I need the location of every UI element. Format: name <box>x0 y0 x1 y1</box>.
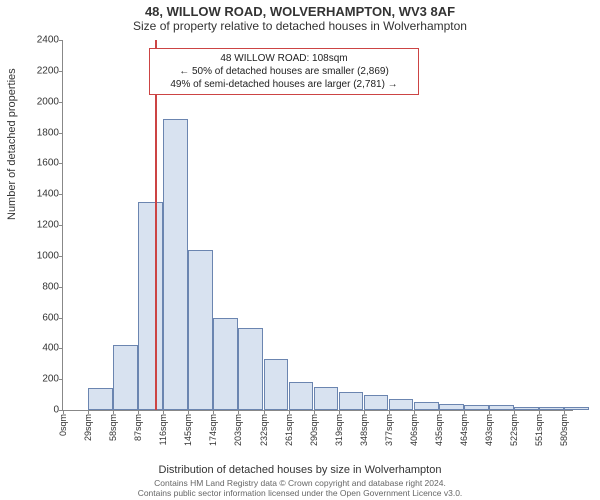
x-tick-label: 493sqm <box>484 414 494 446</box>
property-marker-line <box>155 40 157 410</box>
x-tick-label: 348sqm <box>359 414 369 446</box>
x-tick-mark <box>138 410 139 414</box>
y-tick-mark <box>59 163 63 164</box>
x-tick-mark <box>539 410 540 414</box>
x-tick-mark <box>289 410 290 414</box>
histogram-bar <box>414 402 439 410</box>
x-tick-label: 87sqm <box>133 414 143 441</box>
title-sub: Size of property relative to detached ho… <box>0 19 600 35</box>
x-tick-mark <box>464 410 465 414</box>
x-tick-label: 406sqm <box>409 414 419 446</box>
histogram-bar <box>489 405 514 410</box>
copyright-text: Contains HM Land Registry data © Crown c… <box>0 478 600 498</box>
y-tick-mark <box>59 379 63 380</box>
copyright-line-2: Contains public sector information licen… <box>0 488 600 498</box>
x-tick-label: 29sqm <box>83 414 93 441</box>
histogram-bar <box>163 119 188 410</box>
y-tick-mark <box>59 194 63 195</box>
y-tick-mark <box>59 318 63 319</box>
x-tick-mark <box>514 410 515 414</box>
title-main: 48, WILLOW ROAD, WOLVERHAMPTON, WV3 8AF <box>0 0 600 19</box>
histogram-bar <box>138 202 163 410</box>
x-axis-label: Distribution of detached houses by size … <box>0 464 600 476</box>
x-tick-mark <box>414 410 415 414</box>
x-tick-label: 290sqm <box>309 414 319 446</box>
histogram-bar <box>464 405 489 410</box>
x-tick-label: 0sqm <box>58 414 68 436</box>
y-tick-mark <box>59 102 63 103</box>
x-tick-label: 522sqm <box>509 414 519 446</box>
info-line: ← 50% of detached houses are smaller (2,… <box>156 65 412 78</box>
x-tick-label: 174sqm <box>208 414 218 446</box>
histogram-bar <box>339 392 364 411</box>
x-tick-mark <box>213 410 214 414</box>
histogram-bar <box>238 328 263 410</box>
info-line: 48 WILLOW ROAD: 108sqm <box>156 52 412 65</box>
x-tick-mark <box>314 410 315 414</box>
y-tick-mark <box>59 40 63 41</box>
y-axis-label: Number of detached properties <box>6 68 18 220</box>
histogram-bar <box>364 395 389 410</box>
histogram-bar <box>88 388 113 410</box>
x-tick-mark <box>163 410 164 414</box>
histogram-bar <box>514 407 539 410</box>
histogram-bar <box>314 387 339 410</box>
x-tick-label: 377sqm <box>384 414 394 446</box>
y-tick-mark <box>59 287 63 288</box>
x-tick-mark <box>264 410 265 414</box>
info-line: 49% of semi-detached houses are larger (… <box>156 78 412 91</box>
x-tick-label: 232sqm <box>259 414 269 446</box>
histogram-bar <box>439 404 464 410</box>
x-tick-label: 203sqm <box>233 414 243 446</box>
x-tick-mark <box>88 410 89 414</box>
histogram-bar <box>264 359 289 410</box>
x-tick-mark <box>439 410 440 414</box>
histogram-bar <box>213 318 238 411</box>
x-tick-mark <box>564 410 565 414</box>
x-tick-label: 551sqm <box>534 414 544 446</box>
plot-area: 0200400600800100012001400160018002000220… <box>62 40 573 411</box>
histogram-bar <box>389 399 414 410</box>
x-tick-label: 464sqm <box>459 414 469 446</box>
x-tick-mark <box>389 410 390 414</box>
histogram-bar <box>539 407 564 410</box>
x-tick-mark <box>188 410 189 414</box>
y-tick-mark <box>59 256 63 257</box>
x-tick-label: 145sqm <box>183 414 193 446</box>
x-tick-mark <box>63 410 64 414</box>
x-tick-mark <box>113 410 114 414</box>
histogram-bar <box>564 407 589 410</box>
histogram-bar <box>113 345 138 410</box>
chart-container: 48, WILLOW ROAD, WOLVERHAMPTON, WV3 8AF … <box>0 0 600 500</box>
histogram-bar <box>188 250 213 410</box>
x-tick-label: 58sqm <box>108 414 118 441</box>
info-annotation-box: 48 WILLOW ROAD: 108sqm← 50% of detached … <box>149 48 419 95</box>
x-tick-label: 261sqm <box>284 414 294 446</box>
x-tick-label: 319sqm <box>334 414 344 446</box>
x-tick-mark <box>489 410 490 414</box>
x-tick-mark <box>339 410 340 414</box>
x-tick-label: 116sqm <box>158 414 168 445</box>
x-tick-mark <box>364 410 365 414</box>
y-tick-mark <box>59 225 63 226</box>
y-tick-mark <box>59 348 63 349</box>
y-tick-mark <box>59 71 63 72</box>
x-tick-label: 580sqm <box>559 414 569 446</box>
histogram-bar <box>289 382 314 410</box>
x-tick-mark <box>238 410 239 414</box>
copyright-line-1: Contains HM Land Registry data © Crown c… <box>0 478 600 488</box>
x-tick-label: 435sqm <box>434 414 444 446</box>
y-tick-mark <box>59 133 63 134</box>
